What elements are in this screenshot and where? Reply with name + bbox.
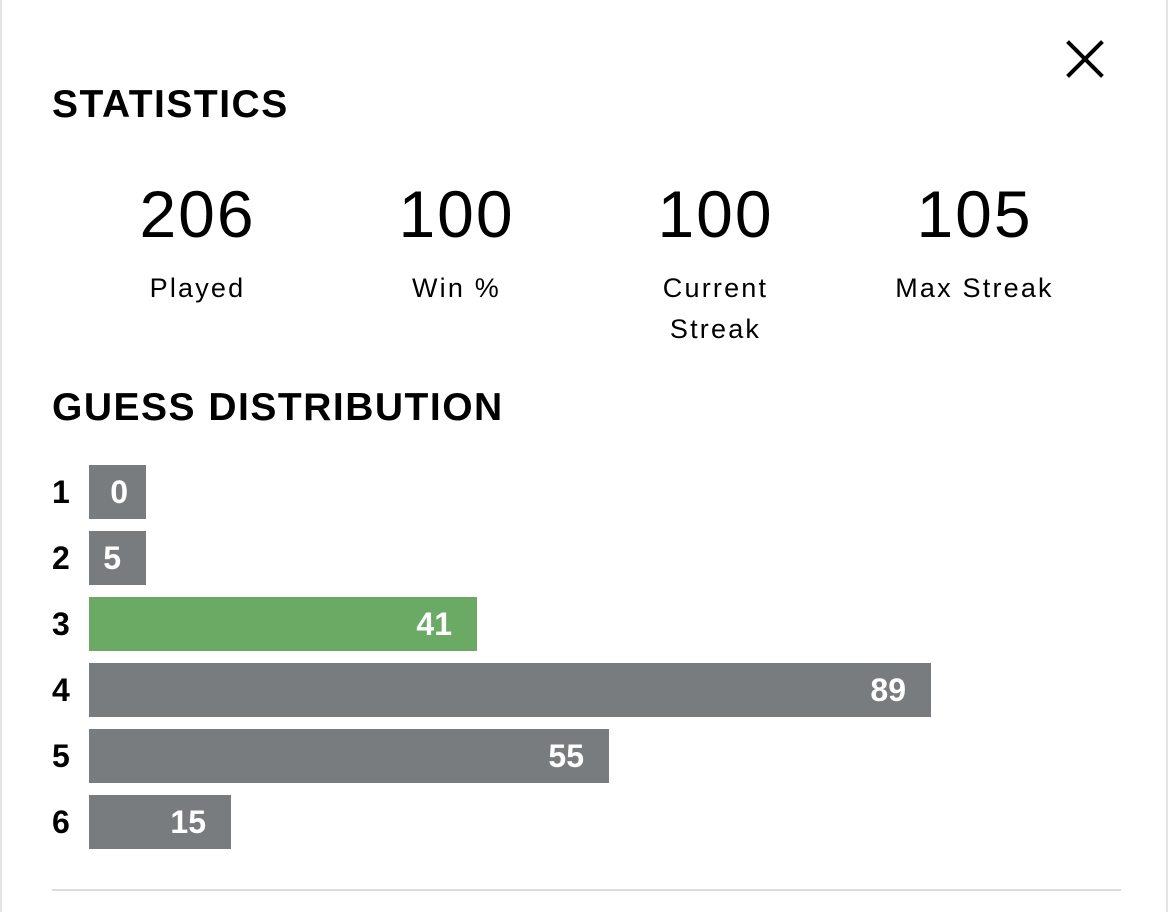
- stat-label: Max Streak: [895, 273, 1054, 303]
- guess-bar: 89: [89, 663, 931, 717]
- stat-value: 100: [657, 177, 774, 251]
- guess-distribution-title: GUESS DISTRIBUTION: [52, 386, 504, 429]
- stat-value: 100: [398, 177, 515, 251]
- stat-played: 206 Played: [68, 176, 327, 309]
- guess-row-5: 5 55: [52, 729, 1122, 783]
- stat-label: Win %: [411, 273, 501, 303]
- guess-number: 6: [52, 804, 70, 840]
- stat-label: Current Streak: [662, 273, 769, 344]
- guess-bar: 41: [89, 597, 477, 651]
- guess-bar: 5: [89, 531, 146, 585]
- guess-bar: 15: [89, 795, 231, 849]
- guess-bar: 55: [89, 729, 609, 783]
- statistics-row: 206 Played 100 Win % 100 Current Streak …: [68, 176, 1104, 356]
- guess-number: 4: [52, 672, 70, 708]
- guess-number: 3: [52, 606, 70, 642]
- stat-value: 105: [916, 177, 1033, 251]
- guess-row-6: 6 15: [52, 795, 1122, 849]
- stat-max-streak: 105 Max Streak: [845, 176, 1104, 309]
- guess-bar: 0: [89, 465, 146, 519]
- stat-win-percent: 100 Win %: [327, 176, 586, 309]
- stat-value: 206: [139, 177, 256, 251]
- close-icon: [1066, 40, 1104, 78]
- stat-current-streak: 100 Current Streak: [586, 176, 845, 350]
- divider: [52, 889, 1121, 891]
- guess-number: 5: [52, 738, 70, 774]
- stat-label: Played: [149, 273, 246, 303]
- guess-row-3: 3 41: [52, 597, 1122, 651]
- guess-row-4: 4 89: [52, 663, 1122, 717]
- guess-number: 1: [52, 474, 70, 510]
- guess-number: 2: [52, 540, 70, 576]
- close-button[interactable]: [1062, 36, 1108, 82]
- statistics-title: STATISTICS: [52, 83, 289, 126]
